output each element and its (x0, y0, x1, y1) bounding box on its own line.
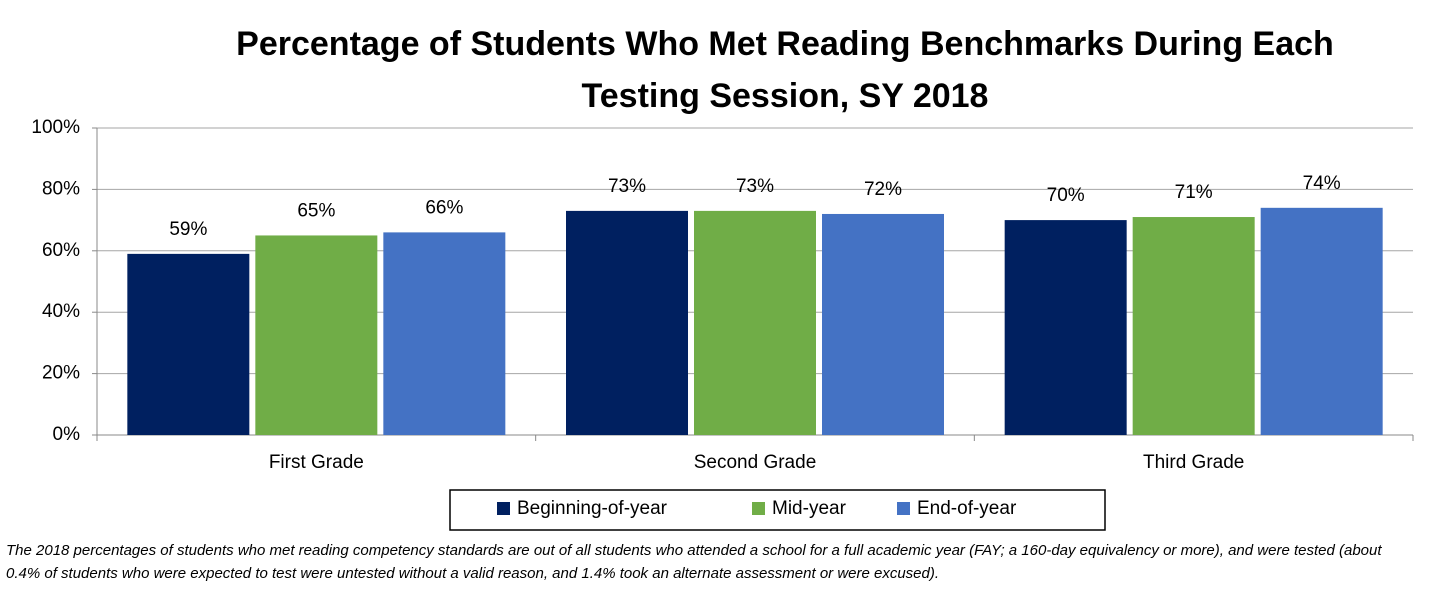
legend-box (449, 489, 1106, 531)
legend-label: End-of-year (917, 498, 1017, 519)
value-label: 72% (864, 179, 902, 200)
legend-label: Beginning-of-year (517, 498, 668, 519)
y-tick-label: 20% (42, 363, 80, 384)
x-tick-label: First Grade (269, 452, 364, 473)
value-label: 71% (1175, 182, 1213, 203)
value-label: 65% (297, 200, 335, 221)
y-tick-label: 80% (42, 178, 80, 199)
x-tick-label: Third Grade (1143, 452, 1244, 473)
bar (1260, 207, 1383, 435)
legend-label: Mid-year (772, 498, 847, 519)
y-tick-label: 60% (42, 240, 80, 261)
bar (383, 232, 506, 435)
bar (822, 213, 944, 435)
bar (1132, 217, 1255, 435)
value-label: 73% (608, 176, 646, 197)
y-tick-label: 40% (42, 301, 80, 322)
footnote: The 2018 percentages of students who met… (6, 542, 1382, 582)
bar (694, 210, 816, 435)
bar (127, 253, 250, 435)
legend-swatch (897, 502, 910, 515)
value-label: 73% (736, 176, 774, 197)
bar (255, 235, 378, 435)
value-label: 59% (169, 219, 207, 240)
bar (1004, 220, 1127, 435)
y-tick-label: 0% (53, 424, 81, 445)
x-tick-label: Second Grade (694, 452, 817, 473)
value-label: 66% (425, 197, 463, 218)
y-tick-label: 100% (31, 117, 80, 138)
chart-title: Percentage of Students Who Met Reading B… (236, 25, 1334, 115)
legend-swatch (497, 502, 510, 515)
value-label: 74% (1303, 173, 1341, 194)
legend-swatch (752, 502, 765, 515)
value-label: 70% (1047, 185, 1085, 206)
bar (566, 210, 688, 435)
